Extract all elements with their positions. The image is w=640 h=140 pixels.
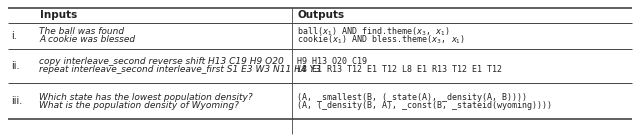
Text: A cookie was blessed: A cookie was blessed xyxy=(39,36,135,45)
Text: L8 E1 R13 T12 E1 T12 L8 E1 R13 T12 E1 T12: L8 E1 R13 T12 E1 T12 L8 E1 R13 T12 E1 T1… xyxy=(297,66,502,74)
Text: Outputs: Outputs xyxy=(298,10,345,20)
Text: What is the population density of Wyoming?: What is the population density of Wyomin… xyxy=(39,101,239,109)
Text: Inputs: Inputs xyxy=(40,10,77,20)
Text: ball($x_1$) AND find.theme($x_3$, $x_1$): ball($x_1$) AND find.theme($x_3$, $x_1$) xyxy=(297,26,450,38)
Text: ii.: ii. xyxy=(11,61,19,71)
Text: H9 H13 O20 C19: H9 H13 O20 C19 xyxy=(297,58,367,66)
Text: (A, (_density(B, A), _const(B, _stateid(wyoming)))): (A, (_density(B, A), _const(B, _stateid(… xyxy=(297,101,552,109)
Text: copy interleave_second reverse shift H13 C19 H9 O20: copy interleave_second reverse shift H13… xyxy=(39,58,284,66)
Text: i.: i. xyxy=(11,31,17,41)
Text: (A, _smallest(B, (_state(A), _density(A, B)))): (A, _smallest(B, (_state(A), _density(A,… xyxy=(297,93,527,102)
Text: iii.: iii. xyxy=(11,96,22,106)
Text: repeat interleave_second interleave_first S1 E3 W3 N11 H4 Y3: repeat interleave_second interleave_firs… xyxy=(39,66,321,74)
Text: cookie($x_1$) AND bless.theme($x_3$, $x_1$): cookie($x_1$) AND bless.theme($x_3$, $x_… xyxy=(297,34,465,46)
Text: Which state has the lowest population density?: Which state has the lowest population de… xyxy=(39,93,253,102)
Text: The ball was found: The ball was found xyxy=(39,27,124,37)
